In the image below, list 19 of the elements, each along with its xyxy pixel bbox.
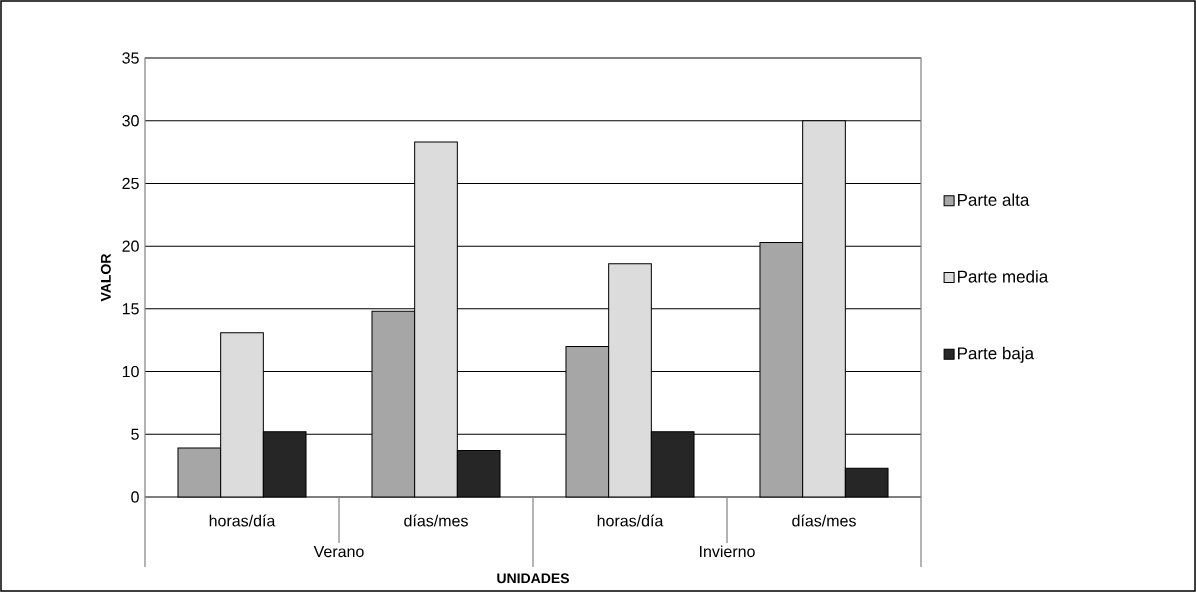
y-axis-title: VALOR: [100, 253, 111, 302]
y-tick-label: 10: [122, 365, 139, 378]
text: Verano: [313, 545, 364, 558]
x-axis-title: UNIDADES: [497, 573, 570, 584]
x-tick-label: días/mes: [792, 514, 856, 527]
legend-label: Parte baja: [958, 346, 1035, 363]
x-tick-label: días/mes: [404, 514, 468, 527]
x-tick-label: horas/día: [209, 514, 276, 527]
legend-label: Parte media: [958, 270, 1049, 283]
y-tick-label: 0: [131, 491, 139, 503]
y-tick-label: 35: [122, 52, 139, 64]
y-tick-label: 15: [122, 303, 139, 315]
legend-label: Parte alta: [958, 193, 1030, 206]
text: Invierno: [700, 545, 755, 558]
x-tick-label: horas/día: [597, 514, 664, 527]
y-tick-label: 30: [122, 115, 139, 127]
y-tick-label: 25: [122, 177, 139, 190]
y-tick-label: 20: [122, 240, 139, 252]
y-tick-label: 5: [131, 428, 139, 440]
